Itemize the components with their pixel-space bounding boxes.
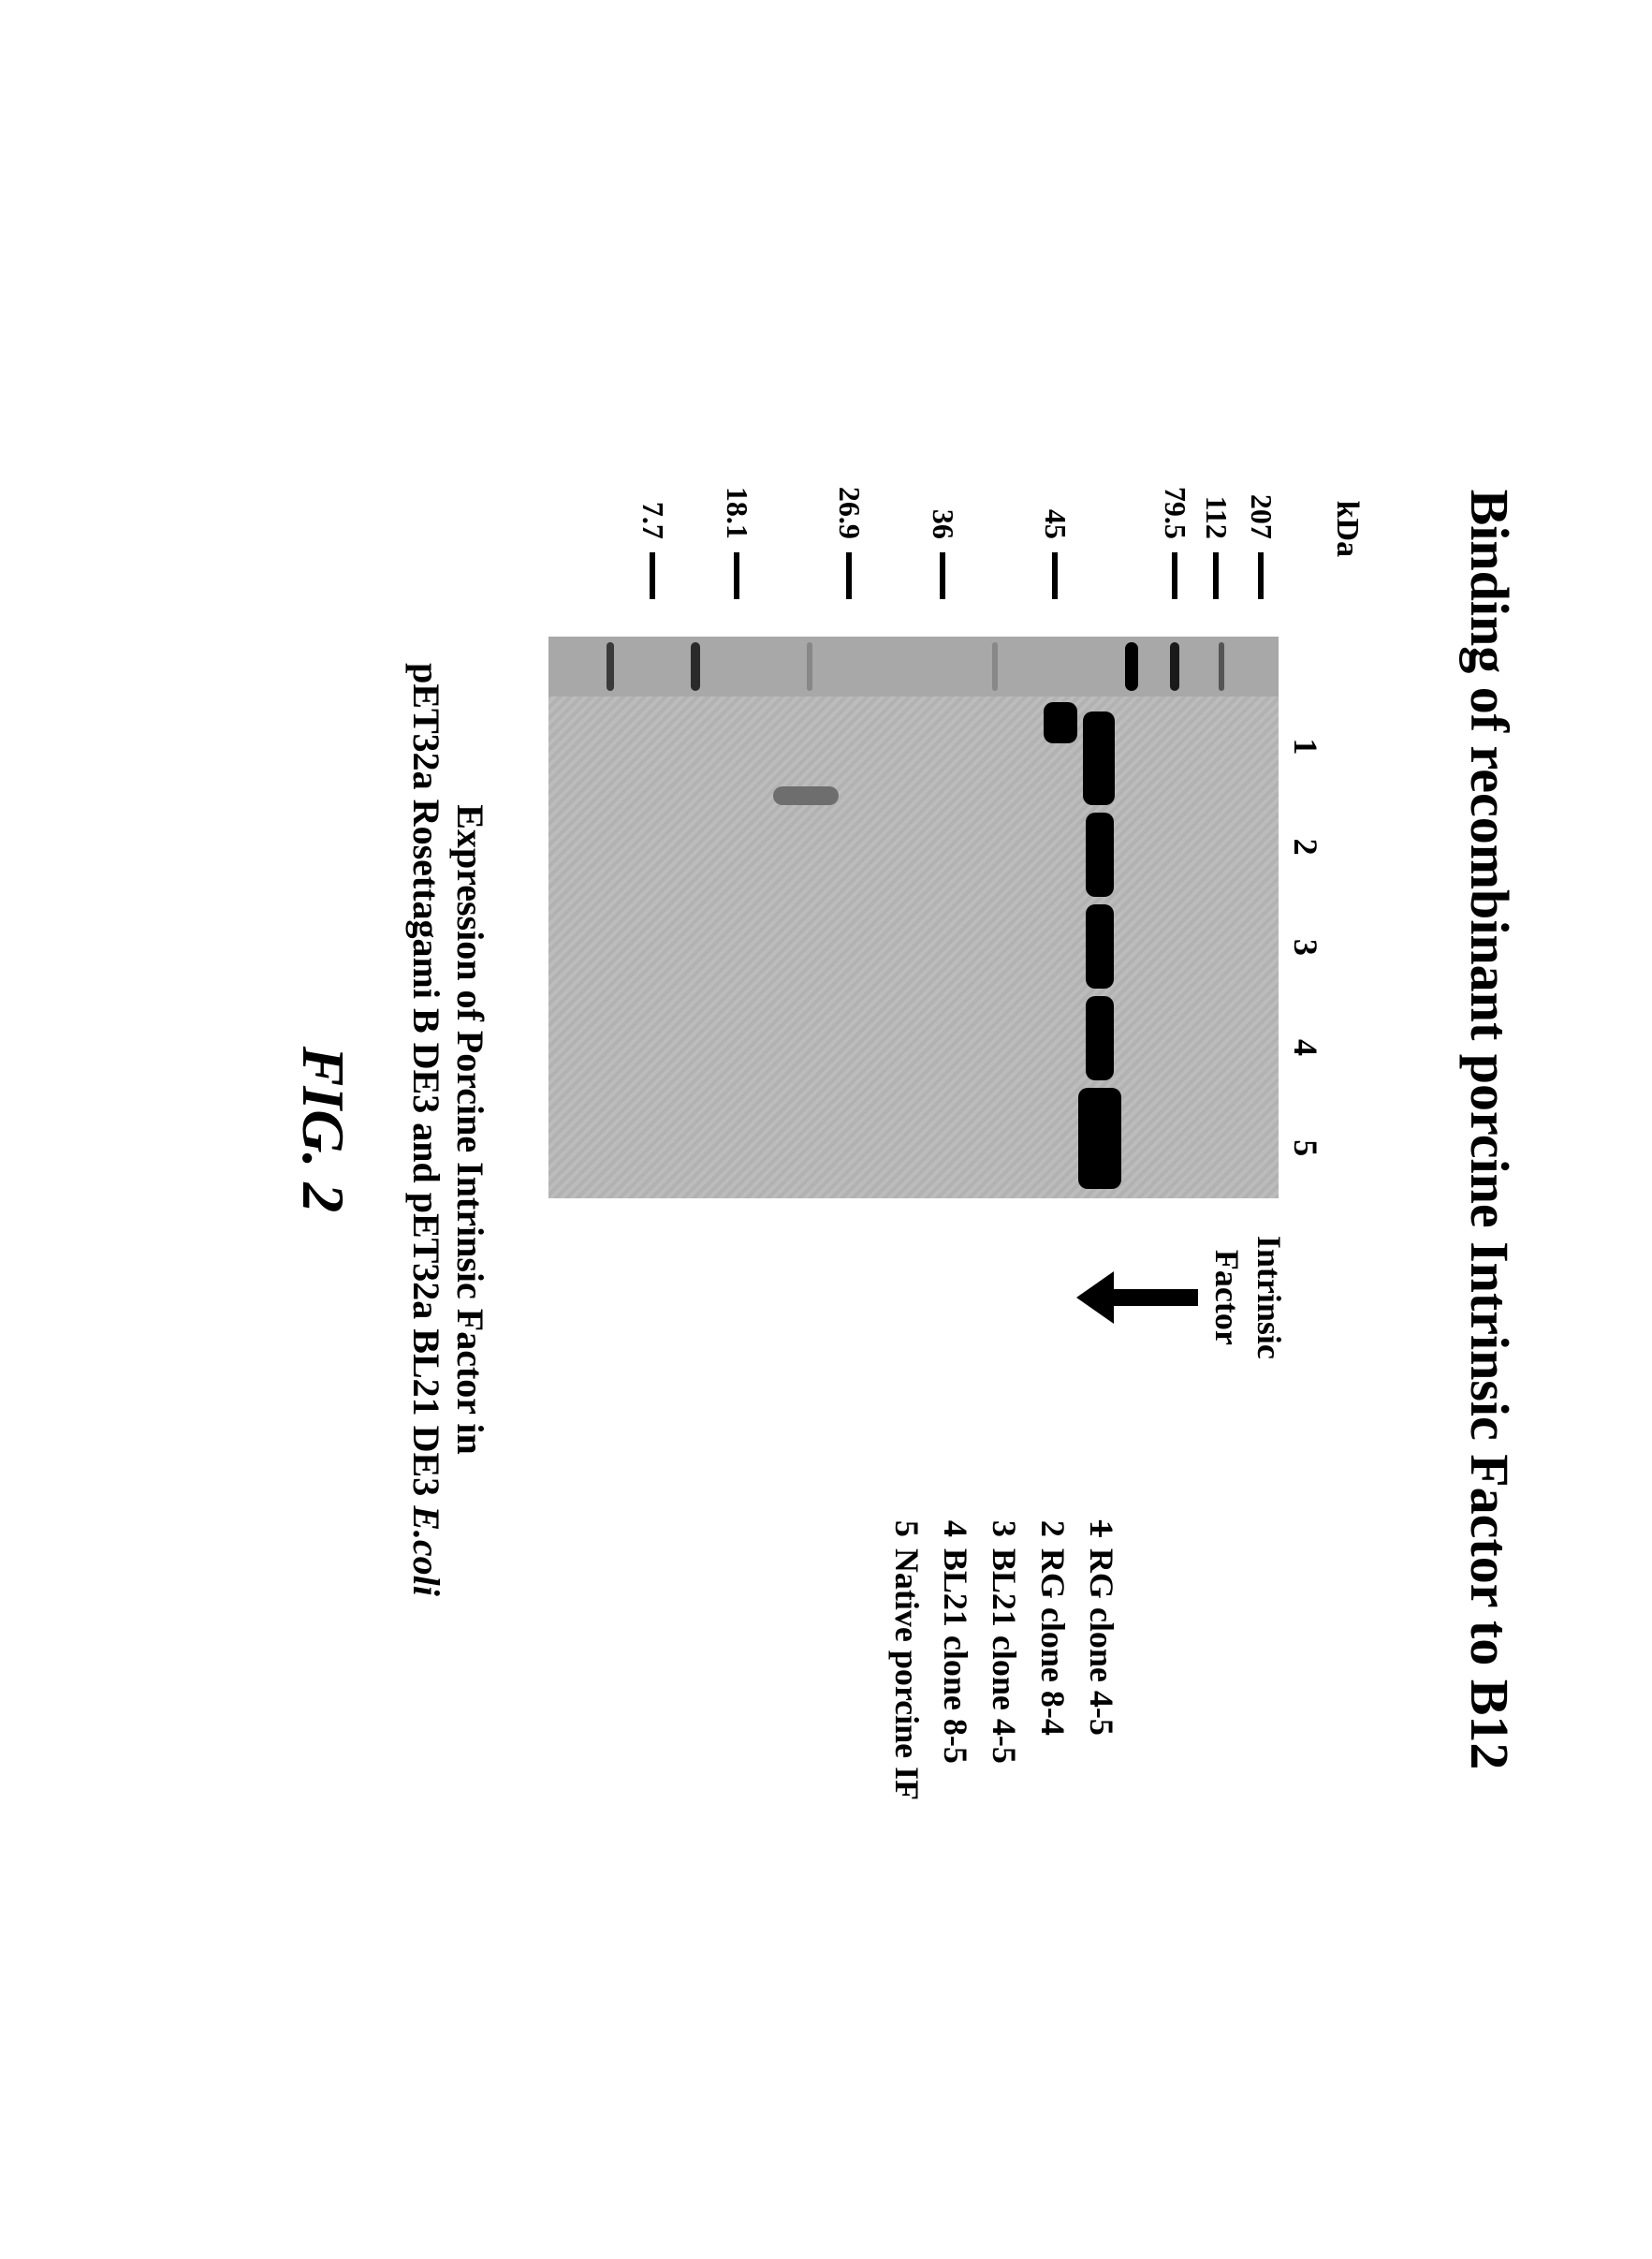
legend-item: 5 Native porcine IF xyxy=(887,1509,927,1800)
mw-ladder: kDa 207 11279.5 45 36 26.9 18.1 7.7 xyxy=(590,459,1365,599)
caption-line1: Expression of Porcine Intrinsic Factor i… xyxy=(448,663,492,1596)
gel-band xyxy=(1086,996,1114,1080)
legend-num: 1 xyxy=(1082,1509,1121,1537)
legend-num: 4 xyxy=(936,1509,975,1537)
figure-number-label: FIG. 2 xyxy=(288,1047,358,1213)
ladder-value: 79.5 xyxy=(1158,464,1192,539)
ladder-tick xyxy=(1259,552,1265,599)
ladder-item: 18.1 xyxy=(720,464,754,599)
ladder-tick xyxy=(847,552,853,599)
gel-band xyxy=(1086,904,1114,989)
lane-label: 1 xyxy=(1286,738,1325,755)
legend-text: BL21 clone 4-5 xyxy=(985,1548,1024,1764)
ladder-item: 26.9 xyxy=(832,464,867,599)
legend-num: 5 xyxy=(887,1509,927,1537)
figure-caption: Expression of Porcine Intrinsic Factor i… xyxy=(404,663,492,1596)
legend-num: 3 xyxy=(985,1509,1024,1537)
ladder-item: 7.7 xyxy=(636,464,670,599)
arrow-label-line2: Factor xyxy=(1208,1250,1246,1345)
gel-band xyxy=(1086,813,1114,897)
ladder-value: 207 xyxy=(1244,464,1279,539)
legend-text: BL21 clone 8-5 xyxy=(936,1548,975,1764)
gel-block: 1 2 3 4 5 xyxy=(548,637,1365,1198)
ladder-value: 18.1 xyxy=(720,464,754,539)
ladder-item: 36 xyxy=(926,464,960,599)
arrow-shaft xyxy=(1114,1289,1198,1306)
legend-item: 3 BL21 clone 4-5 xyxy=(985,1509,1024,1800)
legend-text: Native porcine IF xyxy=(887,1548,927,1800)
gel-band xyxy=(992,642,998,691)
ladder-item: 79.5 xyxy=(1158,464,1192,599)
gel-band xyxy=(1125,642,1138,691)
ladder-tick xyxy=(1173,552,1178,599)
legend-num: 2 xyxy=(1033,1509,1073,1537)
gel-band xyxy=(1219,642,1224,691)
figure-content-row: kDa 20711279.5453626.918.17.7 12345 Intr… xyxy=(548,94,1365,2165)
ladder-value: 112 xyxy=(1199,464,1234,539)
legend-text: RG clone 8-4 xyxy=(1033,1548,1073,1736)
ladder-header: kDa xyxy=(1329,501,1365,557)
gel-image xyxy=(548,637,1279,1198)
ladder-tick xyxy=(941,552,946,599)
ladder-value: 26.9 xyxy=(832,464,867,539)
gel-band xyxy=(1044,702,1077,743)
gel-band xyxy=(691,642,700,691)
lane-label: 2 xyxy=(1286,839,1325,856)
down-arrow-icon xyxy=(1076,1271,1198,1324)
arrow-label-line1: Intrinsic xyxy=(1250,1236,1288,1359)
ladder-value: 7.7 xyxy=(636,464,670,539)
lane-labels: 1 2 3 4 5 xyxy=(1286,637,1325,1198)
page-title: Binding of recombinant porcine Intrinsic… xyxy=(1458,490,1521,1770)
caption-line2: pET32a Rosettagami B DE3 and pET32a BL21… xyxy=(404,663,448,1596)
gel-band xyxy=(807,642,812,691)
caption-line2b: E.coli xyxy=(405,1505,447,1596)
legend-item: 1 RG clone 4-5 xyxy=(1082,1509,1121,1800)
ladder-item: 207 xyxy=(1244,464,1279,599)
ladder-value: 45 xyxy=(1038,464,1073,539)
ladder-item: 112 xyxy=(1199,464,1234,599)
ladder-item: 45 xyxy=(1038,464,1073,599)
gel-band xyxy=(1170,642,1179,691)
legend-item: 4 BL21 clone 8-5 xyxy=(936,1509,975,1800)
caption-line2a: pET32a Rosettagami B DE3 and pET32a BL21… xyxy=(405,663,447,1505)
ladder-value: 36 xyxy=(926,464,960,539)
arrow-head xyxy=(1076,1271,1114,1324)
intrinsic-factor-arrow-block: Intrinsic Factor xyxy=(1076,1236,1290,1359)
marker-lane xyxy=(548,637,1279,697)
ladder-tick xyxy=(1053,552,1059,599)
gel-band xyxy=(1083,711,1115,805)
ladder-tick xyxy=(1214,552,1220,599)
ladder-tick xyxy=(735,552,740,599)
gel-band xyxy=(607,642,614,691)
gel-band xyxy=(773,786,839,805)
lane-label: 4 xyxy=(1286,1039,1325,1056)
ladder-tick xyxy=(651,552,656,599)
lane-label: 5 xyxy=(1286,1139,1325,1156)
lane-legend: 1 RG clone 4-5 2 RG clone 8-4 3 BL21 clone 4-… xyxy=(887,1509,1121,1800)
arrow-label: Intrinsic Factor xyxy=(1206,1236,1290,1359)
legend-text: RG clone 4-5 xyxy=(1082,1548,1121,1736)
gel-band xyxy=(1078,1088,1121,1189)
lane-label: 3 xyxy=(1286,939,1325,956)
legend-item: 2 RG clone 8-4 xyxy=(1033,1509,1073,1800)
